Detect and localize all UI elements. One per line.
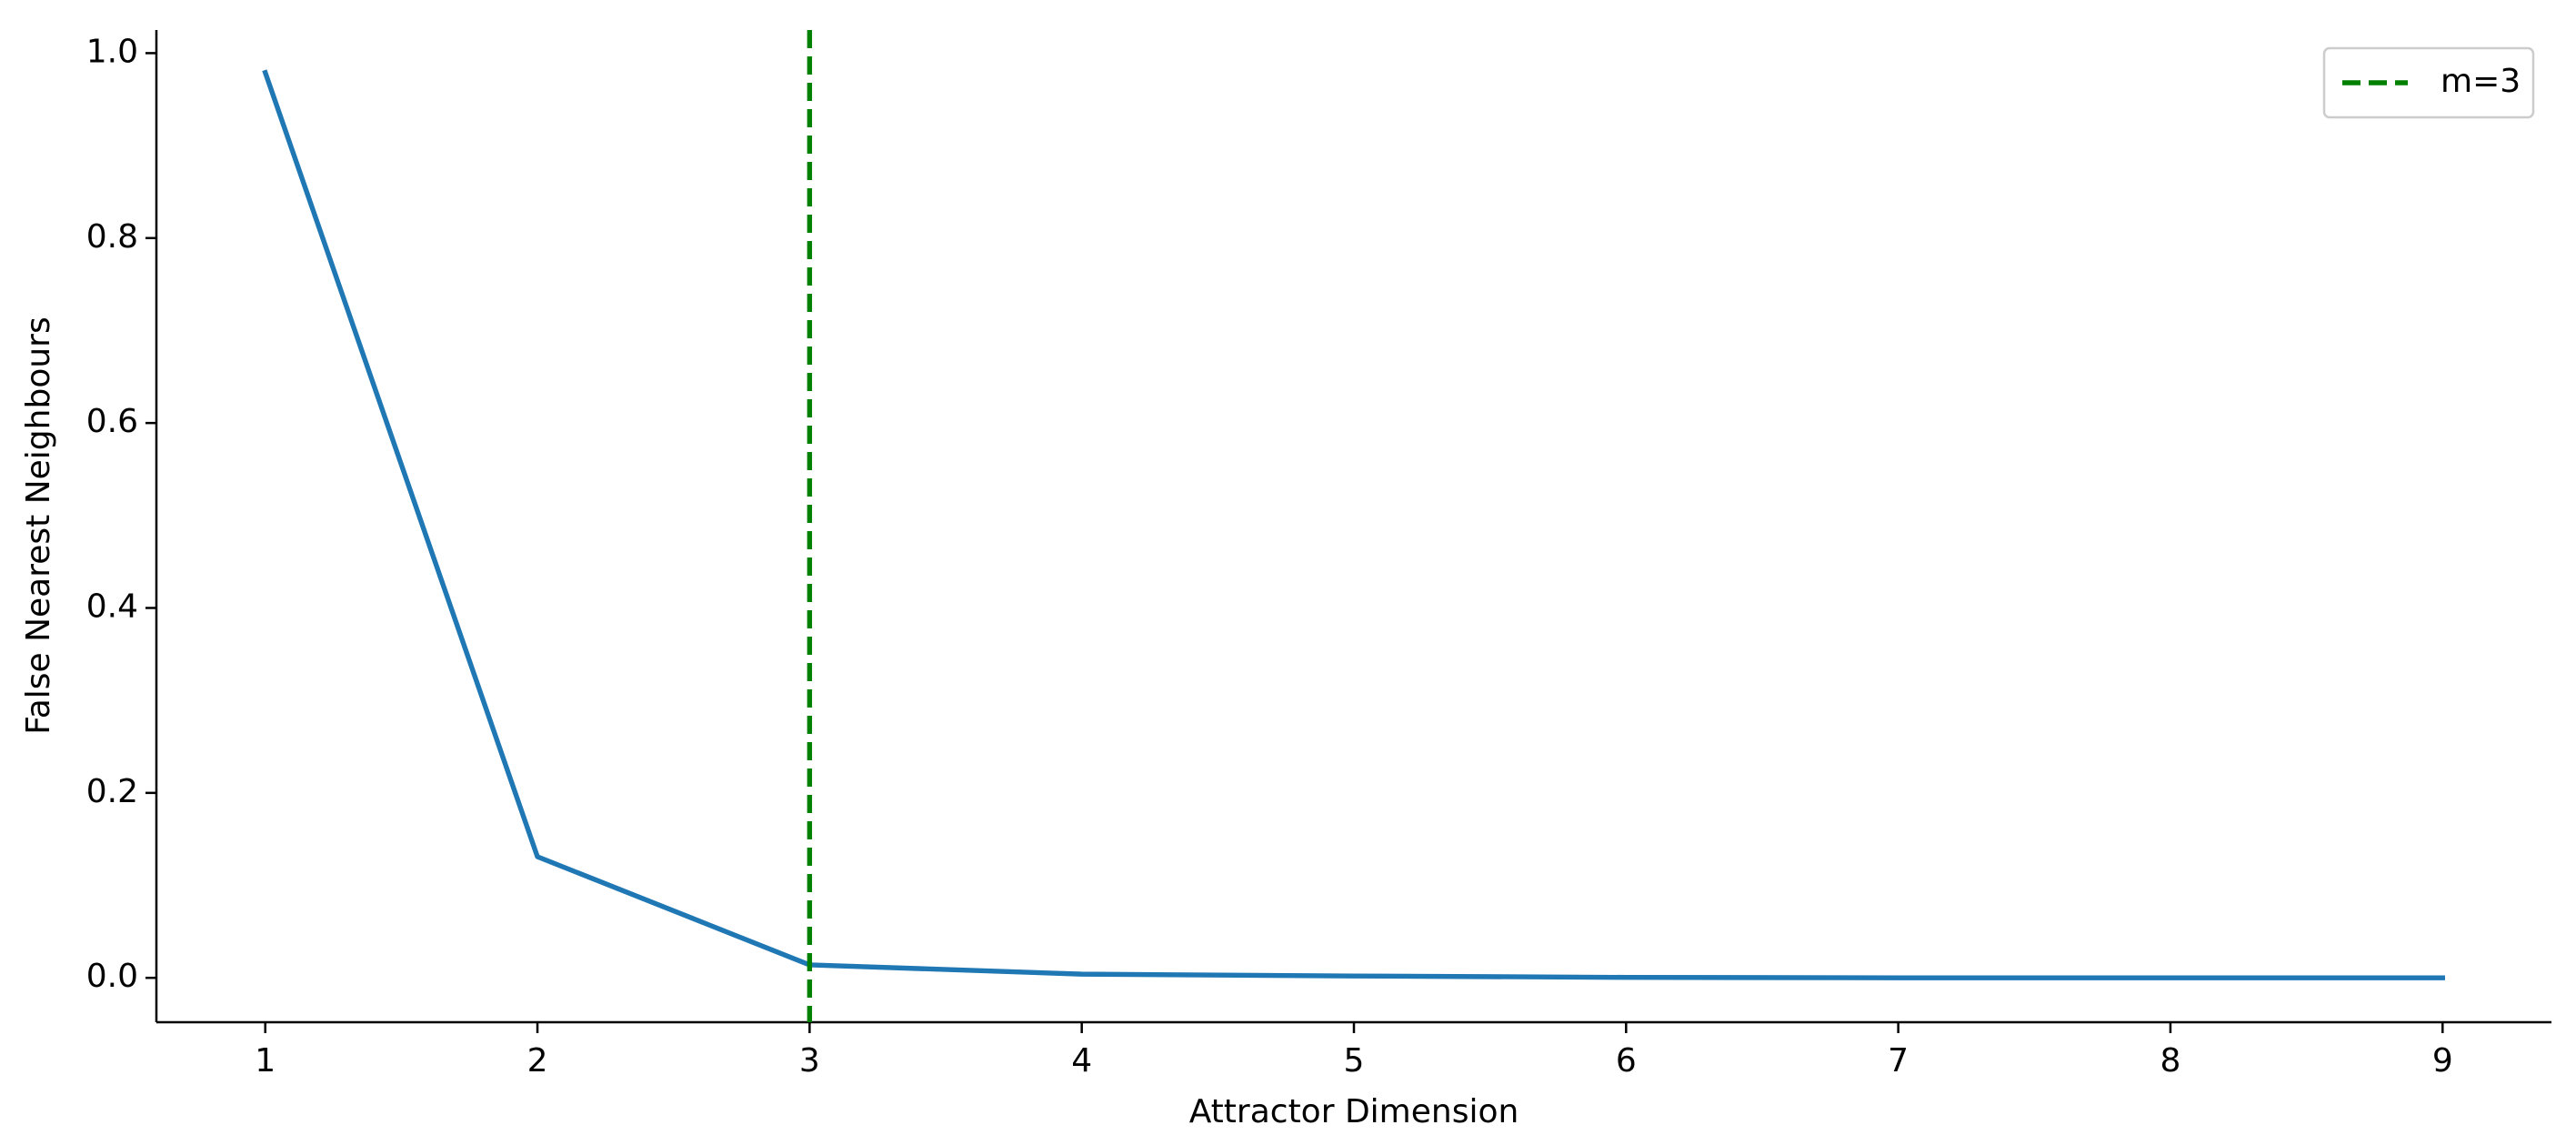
y-tick-label: 0.8 bbox=[86, 218, 138, 256]
x-axis-label: Attractor Dimension bbox=[1189, 1093, 1519, 1130]
x-tick-label: 4 bbox=[1071, 1042, 1092, 1080]
y-tick-label: 0.4 bbox=[86, 588, 138, 625]
x-tick-label: 7 bbox=[1888, 1042, 1909, 1080]
legend-label: m=3 bbox=[2441, 63, 2521, 100]
data-line bbox=[262, 69, 2445, 980]
y-tick-label: 0.2 bbox=[86, 773, 138, 810]
x-tick-label: 1 bbox=[255, 1042, 276, 1080]
x-tick-label: 6 bbox=[1616, 1042, 1637, 1080]
y-axis-label: False Nearest Neighbours bbox=[20, 316, 57, 734]
y-tick-label: 0.6 bbox=[86, 403, 138, 440]
legend-box bbox=[2322, 46, 2535, 119]
y-tick-label: 1.0 bbox=[86, 33, 138, 70]
y-tick-label: 0.0 bbox=[86, 958, 138, 995]
x-tick-label: 2 bbox=[527, 1042, 548, 1080]
x-tick-label: 9 bbox=[2432, 1042, 2453, 1080]
x-tick-label: 5 bbox=[1344, 1042, 1365, 1080]
x-tick-label: 8 bbox=[2160, 1042, 2181, 1080]
x-tick-label: 3 bbox=[799, 1042, 820, 1080]
